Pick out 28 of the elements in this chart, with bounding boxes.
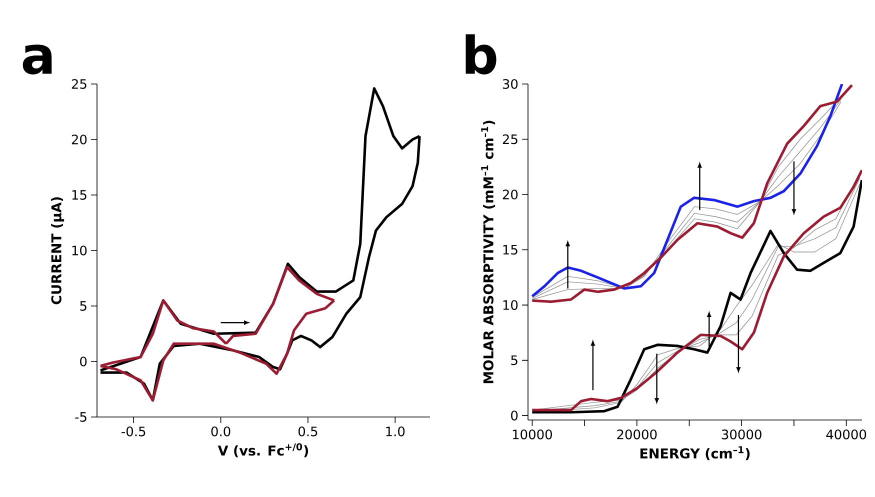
y-tick-label: 20 [502,190,518,200]
y-tick-label: -5 [75,412,86,422]
x-tick-label: 0.0 [211,426,230,436]
y-tick-label: 5 [511,355,518,366]
x-tick-label: -0.5 [122,426,146,436]
x-axis-title: V (vs. Fc$^{+/0}$) [218,443,308,458]
y-tick-label: 25 [502,134,518,144]
y-axis-title: CURRENT (µA) [51,197,64,304]
y-tick-label: 0 [80,356,87,366]
y-tick-label: 5 [80,301,86,311]
y-tick-label: 30 [502,79,518,89]
chart-title: b [466,34,496,74]
y-tick-label: 25 [72,79,86,89]
x-tick-label: 0.5 [298,426,318,436]
y-tick-label: 10 [503,300,518,310]
y-tick-label: 15 [503,244,518,255]
x-tick-label: 10000 [512,430,552,440]
y-tick-label: 0 [511,410,518,420]
x-tick-label: 1.0 [386,426,405,436]
y-tick-label: 20 [72,134,87,144]
y-axis-title: MOLAR ABSORPTIVITY (mM$^{–1}$ cm$^{–1}$) [481,120,496,384]
y-tick-label: 10 [72,246,87,256]
x-tick-label: 20000 [617,430,657,440]
x-tick-label: 30000 [722,430,762,440]
chart-title: a [22,44,52,74]
x-axis-title: ENERGY (cm$^{–1}$) [640,446,750,460]
y-tick-label: 15 [72,190,86,200]
x-tick-label: 40000 [826,430,866,440]
